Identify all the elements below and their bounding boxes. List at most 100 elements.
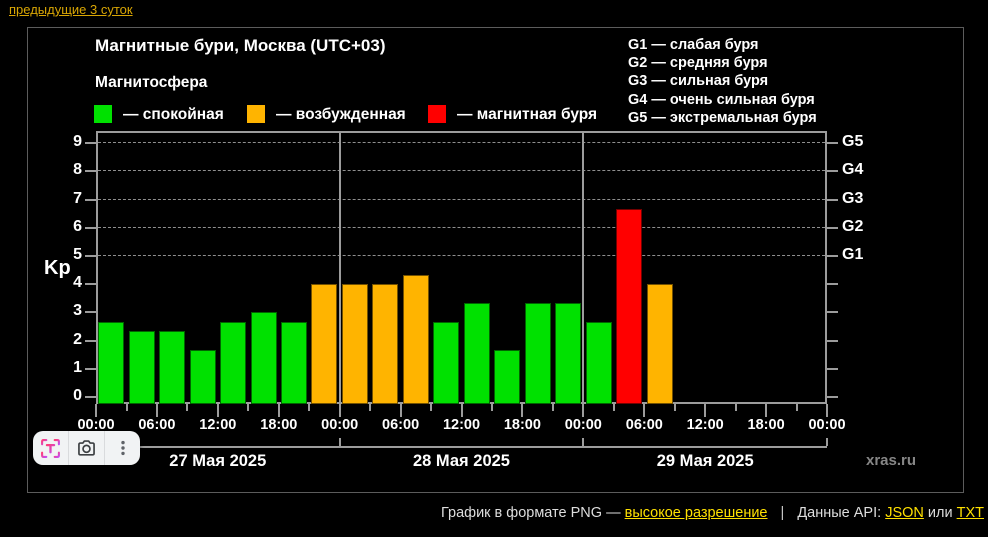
- x-tick-15: [551, 404, 554, 411]
- x-tick-3: [186, 404, 189, 411]
- y-tick-left-5: [85, 255, 96, 257]
- day-label-1: 28 Мая 2025: [413, 452, 510, 470]
- legend-label-excited: — возбужденная: [276, 106, 406, 123]
- kp-bar: [159, 331, 186, 404]
- y-label-5: 5: [73, 246, 82, 263]
- x-tick-7: [308, 404, 311, 411]
- extension-overlay-toolbar: [33, 431, 140, 465]
- y-label-4: 4: [73, 274, 82, 292]
- y-tick-right-9: [827, 142, 838, 145]
- y-tick-right-8: [827, 170, 838, 173]
- caption-bar: График в формате PNG — высокое разрешени…: [441, 505, 984, 521]
- y-tick-right-3: [827, 311, 838, 314]
- g3-legend-line: G3 — сильная буря: [628, 73, 769, 90]
- x-tick-5: [247, 404, 250, 411]
- day-separator: [582, 131, 585, 404]
- x-tick-13: [491, 404, 493, 411]
- caption-prefix: График в формате PNG —: [440, 505, 621, 521]
- x-tick-8: [338, 404, 341, 417]
- legend-swatch-excited: [247, 105, 265, 123]
- kp-bar: [372, 284, 399, 404]
- kp-bar: [341, 284, 368, 404]
- time-label-2: 06:00: [138, 417, 176, 433]
- x-tick-22: [765, 404, 768, 417]
- gridline-kp9: [98, 142, 825, 144]
- x-tick-24: [826, 404, 828, 417]
- kp-bar: [646, 284, 673, 404]
- kp-bar: [250, 312, 277, 404]
- x-tick-4: [216, 404, 219, 417]
- x-tick-1: [125, 404, 128, 411]
- x-tick-18: [643, 404, 646, 417]
- y-tick-left-4: [85, 283, 96, 286]
- text-capture-button[interactable]: [33, 431, 68, 465]
- x-tick-20: [704, 404, 707, 417]
- gridline-kp7: [98, 198, 825, 200]
- txt-link[interactable]: TXT: [956, 505, 984, 521]
- x-tick-9: [369, 404, 372, 411]
- day-label-0: 27 Мая 2025: [169, 452, 267, 470]
- y-tick-left-3: [85, 311, 96, 314]
- time-label-8: 00:00: [321, 417, 359, 433]
- time-label-14: 18:00: [503, 417, 541, 433]
- time-label-6: 18:00: [260, 417, 298, 433]
- x-tick-0: [95, 404, 97, 417]
- kp-bar: [616, 208, 642, 404]
- kebab-menu-icon: [120, 440, 125, 456]
- x-tick-17: [612, 404, 615, 411]
- y-tick-left-9: [85, 142, 96, 145]
- y-label-0: 0: [73, 387, 82, 404]
- day-axis-tick-1: [338, 438, 341, 446]
- x-tick-10: [399, 404, 402, 417]
- y-label-7: 7: [73, 189, 82, 207]
- time-label-10: 06:00: [382, 417, 420, 433]
- y-tick-left-2: [85, 339, 96, 342]
- day-axis-line: [96, 446, 827, 448]
- g-label-G3: G3: [842, 189, 864, 207]
- ocr-text-icon: [41, 438, 60, 458]
- time-label-24: 00:00: [808, 417, 846, 433]
- kp-bar: [433, 321, 460, 404]
- g2-legend-line: G2 — средняя буря: [628, 55, 768, 72]
- time-label-12: 12:00: [442, 417, 481, 433]
- watermark: xras.ru: [866, 452, 917, 469]
- caption-separator: |: [780, 505, 785, 521]
- day-label-2: 29 Мая 2025: [656, 452, 754, 470]
- image-search-button[interactable]: [68, 431, 104, 465]
- time-label-16: 00:00: [564, 417, 602, 433]
- high-resolution-link[interactable]: высокое разрешение: [624, 505, 768, 521]
- previous-3-days-link[interactable]: предыдущие 3 суток: [9, 2, 133, 17]
- chart-subtitle: Магнитосфера: [95, 74, 208, 91]
- y-tick-right-2: [827, 339, 838, 342]
- time-label-22: 18:00: [747, 417, 785, 433]
- camera-search-icon: [78, 439, 95, 456]
- legend-label-storm: — магнитная буря: [457, 106, 598, 123]
- day-axis-tick-3: [826, 438, 828, 446]
- kp-bar: [128, 331, 155, 404]
- y-label-8: 8: [73, 161, 82, 179]
- caption-or-word: или: [927, 505, 953, 521]
- x-tick-14: [521, 404, 524, 417]
- legend-swatch-storm: [428, 105, 446, 123]
- time-label-4: 12:00: [199, 417, 237, 433]
- kp-bar: [463, 303, 490, 404]
- y-label-2: 2: [73, 330, 82, 348]
- y-tick-right-6: [827, 226, 838, 229]
- y-tick-left-7: [85, 198, 96, 201]
- g-label-G5: G5: [842, 133, 864, 151]
- kp-bar: [98, 321, 125, 404]
- kp-bar: [402, 274, 429, 404]
- gridline-kp6: [98, 226, 825, 228]
- y-tick-right-5: [827, 255, 838, 257]
- y-tick-left-1: [85, 367, 96, 370]
- y-tick-right-1: [827, 367, 838, 370]
- y-label-6: 6: [73, 217, 82, 235]
- g4-legend-line: G4 — очень сильная буря: [628, 91, 815, 108]
- kp-bar: [280, 321, 307, 404]
- y-tick-left-0: [85, 396, 96, 398]
- more-options-button[interactable]: [104, 431, 140, 465]
- kp-bar: [494, 349, 521, 404]
- json-link[interactable]: JSON: [885, 505, 924, 521]
- g-label-G2: G2: [842, 217, 864, 235]
